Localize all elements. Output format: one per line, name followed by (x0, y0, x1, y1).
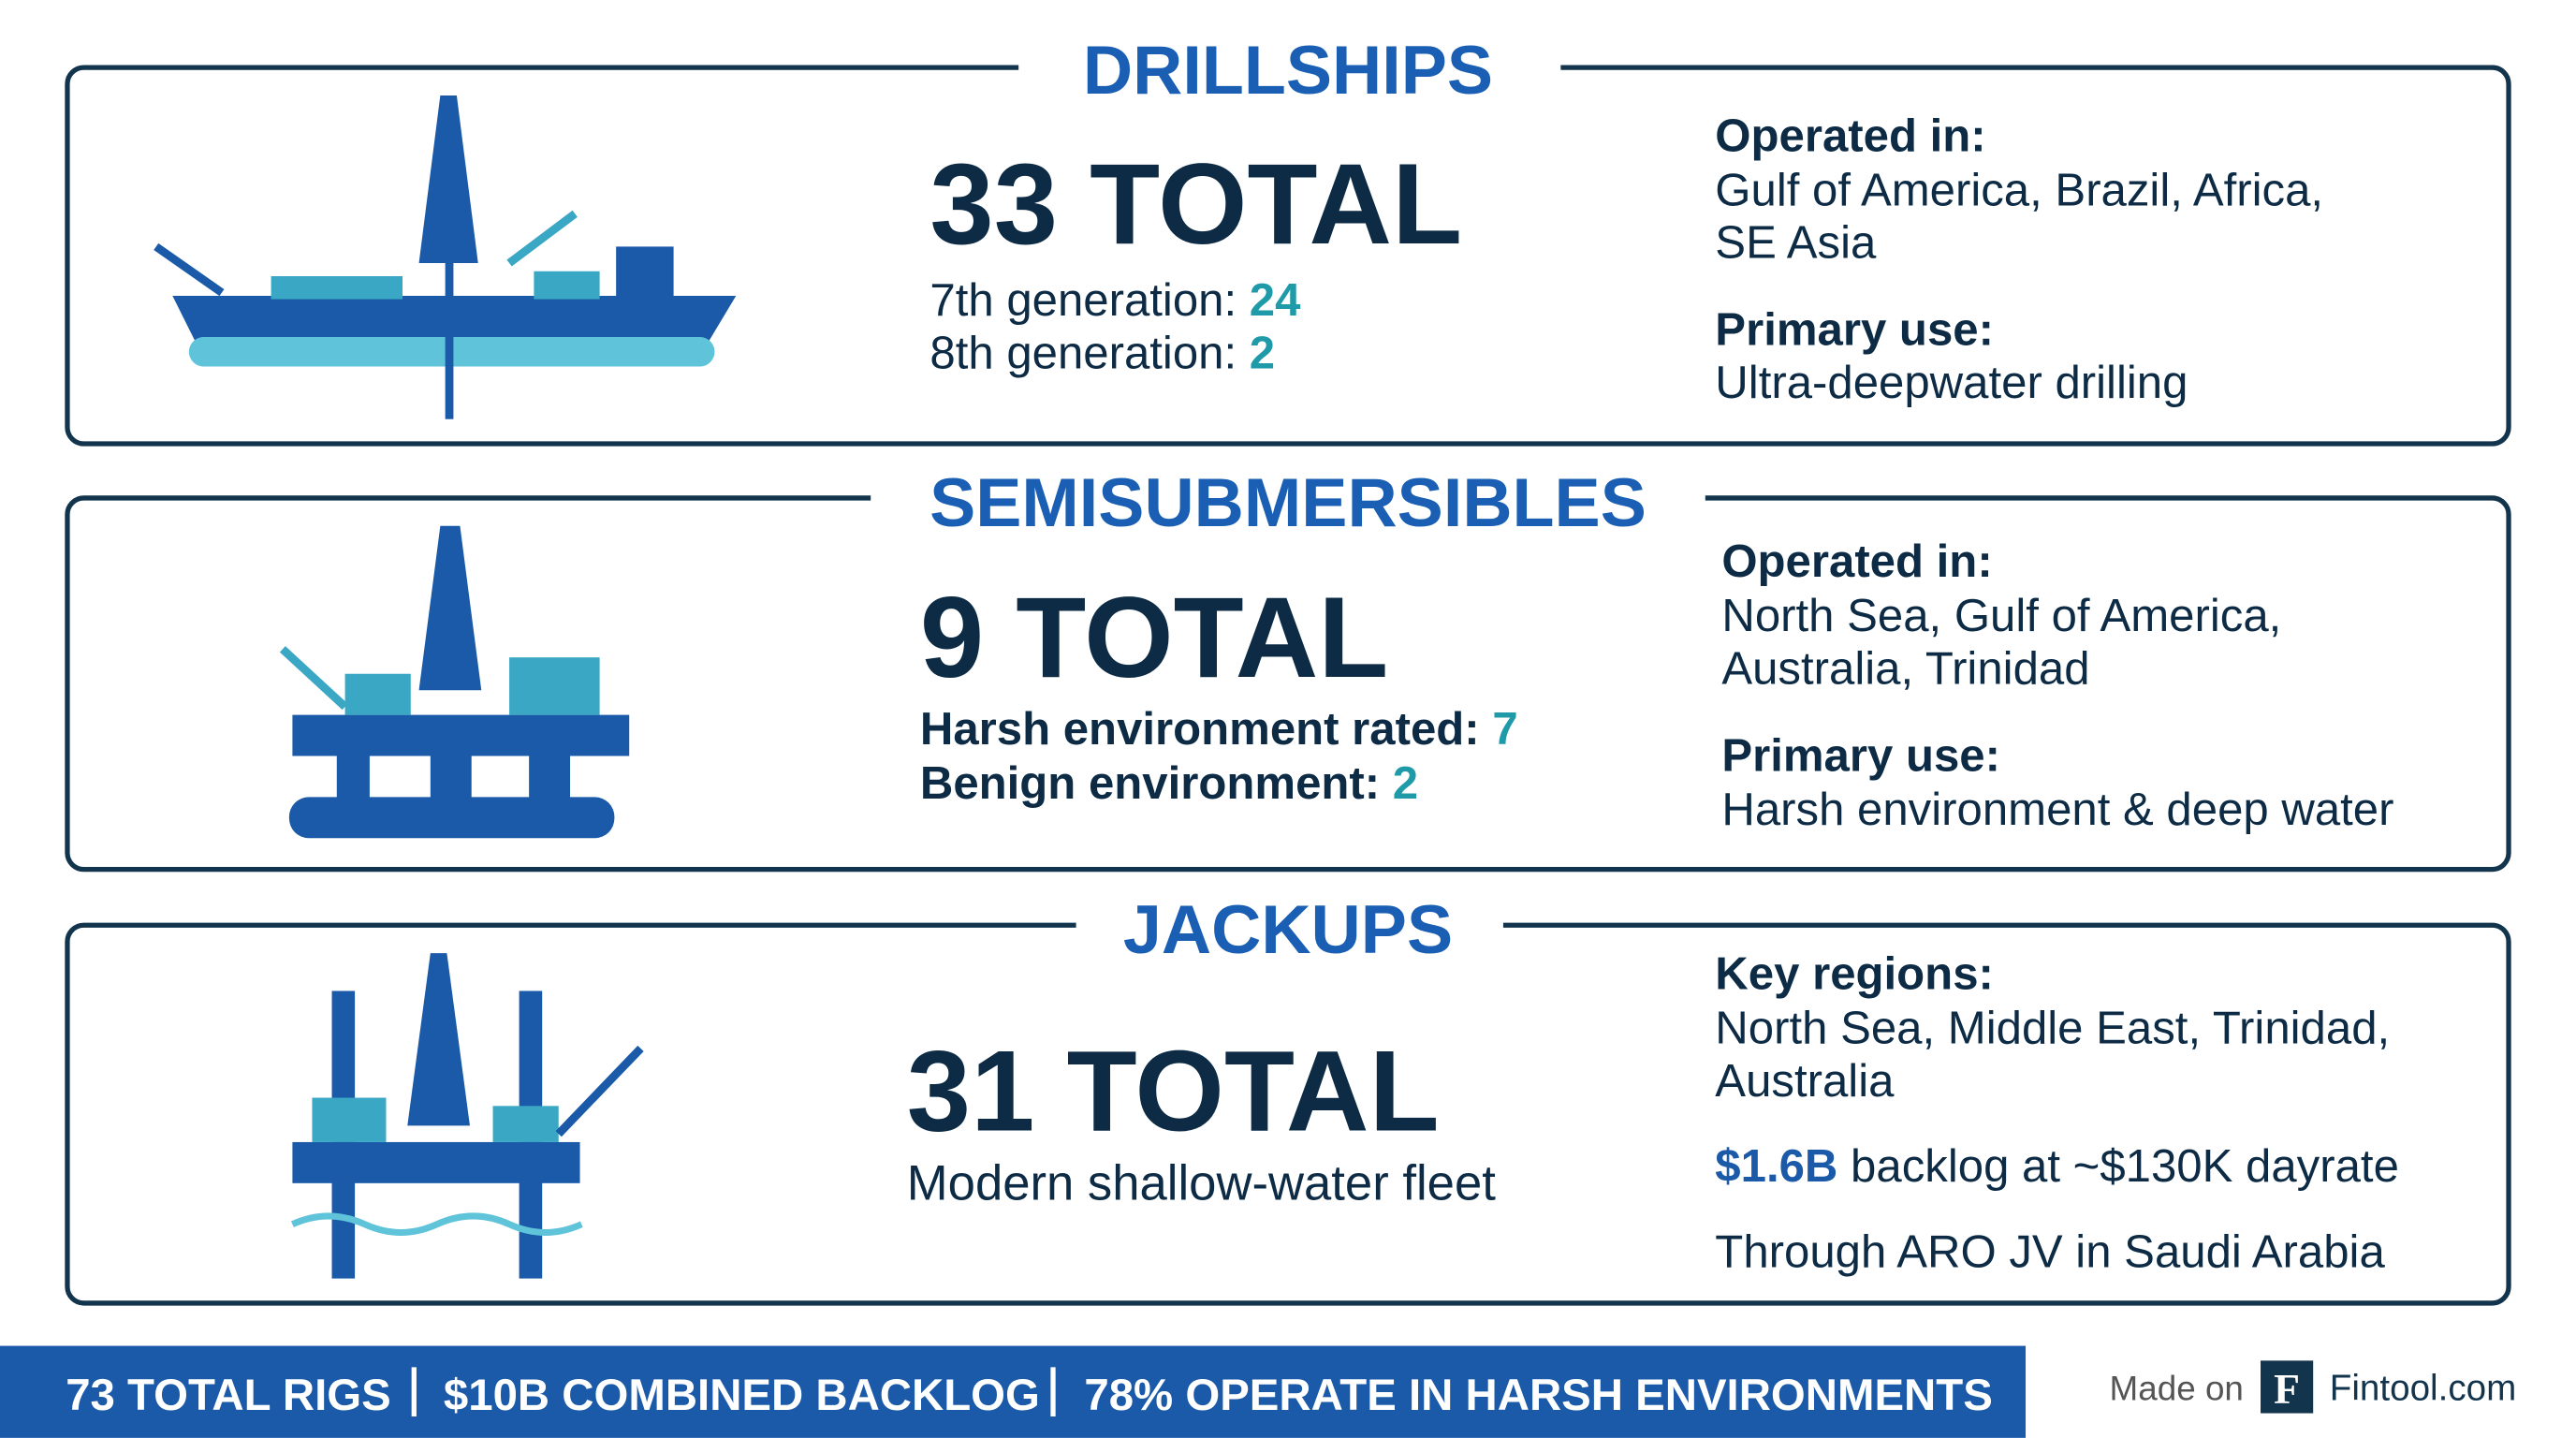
detail: Harsh environment rated: 7 (920, 704, 1518, 755)
brand[interactable]: Fintool.com (2330, 1368, 2517, 1408)
detail-label: Benign environment: (920, 758, 1380, 809)
detail: 8th generation: 2 (929, 328, 1275, 378)
detail: 7th generation: 24 (929, 275, 1301, 326)
hull (172, 296, 737, 345)
hull (292, 1141, 580, 1183)
column (430, 756, 472, 802)
info-text: North Sea, Middle East, Trinidad, (1715, 1004, 2390, 1054)
detail-label: 8th generation: (929, 328, 1237, 378)
backlog-text: backlog at ~$130K dayrate (1851, 1141, 2399, 1192)
module (344, 673, 411, 715)
detail-label: 7th generation: (929, 275, 1237, 326)
backlog: $1.6B backlog at ~$130K dayrate (1715, 1141, 2399, 1192)
title-gap (871, 463, 1705, 530)
derrick (407, 953, 470, 1126)
bridge (616, 246, 674, 297)
water (290, 1212, 583, 1236)
detail-label: Harsh environment rated: (920, 704, 1480, 755)
section-title: JACKUPS (1123, 890, 1453, 968)
footer-bar (0, 1345, 2027, 1438)
info-text: SE Asia (1715, 218, 1877, 269)
derrick (418, 95, 478, 263)
semisubmersibles-panel: SEMISUBMERSIBLES 9 TOTAL Harsh environme… (65, 463, 2511, 873)
detail-value: 2 (1250, 328, 1275, 378)
info-text: Australia (1715, 1056, 1895, 1107)
detail-value: 2 (1393, 758, 1418, 809)
total: 9 TOTAL (920, 574, 1389, 702)
deck (292, 714, 630, 756)
total: 33 TOTAL (929, 140, 1462, 269)
footer-stat: 78% OPERATE IN HARSH ENVIRONMENTS (1084, 1371, 1992, 1420)
column (529, 756, 571, 802)
riser (445, 262, 454, 419)
footer-stat: $10B COMBINED BACKLOG (444, 1371, 1040, 1420)
detail-value: 24 (1250, 275, 1301, 326)
title-gap (1076, 890, 1503, 957)
total: 31 TOTAL (907, 1028, 1440, 1156)
pontoon (288, 797, 615, 839)
deck (534, 271, 600, 300)
module (312, 1097, 387, 1142)
info-text: Harsh environment & deep water (1721, 785, 2393, 835)
logo-box (2261, 1360, 2314, 1414)
crane (555, 1045, 644, 1137)
info-label: Primary use: (1721, 730, 2000, 781)
info-text: North Sea, Gulf of America, (1721, 591, 2281, 641)
detail: Benign environment: 2 (920, 758, 1418, 809)
crane (506, 210, 578, 267)
footer: 73 TOTAL RIGS $10B COMBINED BACKLOG 78% … (0, 1345, 2517, 1438)
module (509, 657, 600, 715)
info-text: Ultra-deepwater drilling (1715, 358, 2188, 408)
footer-stat: 73 TOTAL RIGS (66, 1371, 390, 1420)
jackups-panel: JACKUPS 31 TOTAL Modern shallow-water fl… (65, 890, 2511, 1306)
info-label: Operated in: (1721, 536, 1992, 587)
derrick (418, 525, 482, 691)
info-label: Key regions: (1715, 949, 1994, 1000)
detail: Modern shallow-water fleet (907, 1155, 1496, 1211)
backlog-value: $1.6B (1715, 1141, 1837, 1192)
deck (271, 276, 402, 300)
semisub-icon (279, 525, 630, 839)
crane (154, 242, 225, 297)
info-text: Gulf of America, Brazil, Africa, (1715, 166, 2323, 216)
detail-value: 7 (1492, 704, 1517, 755)
made-on: Made on (2110, 1369, 2244, 1407)
logo-letter: F (2274, 1365, 2300, 1413)
section-title: DRILLSHIPS (1083, 31, 1493, 109)
title-gap (1018, 33, 1561, 99)
info-text: Australia, Trinidad (1721, 643, 2089, 694)
info-text: Through ARO JV in Saudi Arabia (1715, 1226, 2385, 1277)
info-label: Operated in: (1715, 111, 1985, 162)
drillships-panel: DRILLSHIPS 33 TOTAL 7th generation: 24 8… (65, 31, 2511, 447)
jackup-icon (290, 953, 644, 1279)
drillship-icon (154, 95, 737, 419)
section-title: SEMISUBMERSIBLES (929, 463, 1647, 541)
crane (279, 646, 348, 711)
info-label: Primary use: (1715, 305, 1994, 356)
module (492, 1106, 559, 1142)
column (336, 756, 370, 802)
